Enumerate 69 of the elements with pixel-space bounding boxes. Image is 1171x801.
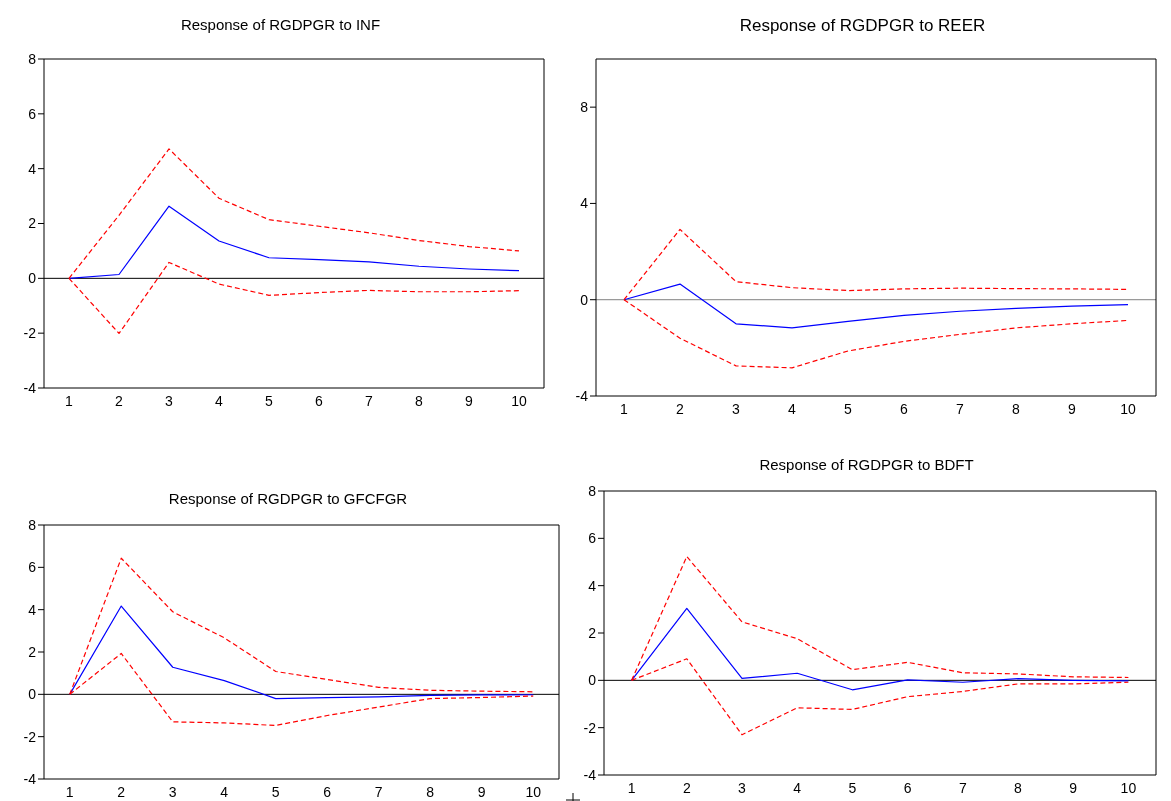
y-tick-label: 4 <box>588 577 597 594</box>
x-tick-label: 4 <box>793 779 802 796</box>
y-tick-label: 6 <box>588 530 597 547</box>
x-tick-label: 6 <box>323 783 332 800</box>
y-tick-label: -2 <box>583 719 597 736</box>
x-tick-label: 5 <box>848 779 857 796</box>
x-tick-label: 4 <box>788 400 797 417</box>
y-tick-label: 8 <box>28 516 37 533</box>
y-tick-label: 0 <box>588 672 597 689</box>
x-tick-label: 2 <box>676 400 685 417</box>
x-tick-label: 7 <box>958 779 967 796</box>
chart-title: Response of RGDPGR to REER <box>738 16 987 36</box>
x-tick-label: 7 <box>374 783 383 800</box>
x-tick-label: 3 <box>732 400 741 417</box>
y-tick-label: -4 <box>575 387 589 404</box>
x-tick-label: 2 <box>682 779 691 796</box>
x-tick-label: 5 <box>265 392 274 409</box>
x-tick-label: 10 <box>1120 779 1137 796</box>
y-tick-label: 4 <box>580 195 589 212</box>
x-tick-label: 8 <box>1012 400 1021 417</box>
x-tick-label: 9 <box>477 783 486 800</box>
x-tick-label: 1 <box>627 779 636 796</box>
y-tick-label: 8 <box>588 482 597 499</box>
x-tick-label: 10 <box>1120 400 1136 417</box>
y-tick-label: -2 <box>23 325 37 342</box>
x-tick-label: 7 <box>365 392 374 409</box>
x-tick-label: 6 <box>900 400 909 417</box>
y-tick-label: -4 <box>23 770 37 787</box>
y-tick-label: 0 <box>580 291 589 308</box>
x-tick-label: 8 <box>426 783 435 800</box>
x-tick-label: 9 <box>1068 400 1077 417</box>
x-tick-label: 3 <box>738 779 747 796</box>
y-tick-label: 6 <box>28 105 37 122</box>
x-tick-label: 2 <box>115 392 124 409</box>
x-tick-label: 8 <box>415 392 424 409</box>
x-tick-label: 3 <box>165 392 174 409</box>
y-tick-label: 2 <box>28 215 37 232</box>
x-tick-label: 1 <box>65 392 74 409</box>
y-tick-label: -2 <box>23 728 37 745</box>
x-tick-label: 8 <box>1014 779 1023 796</box>
x-tick-label: 1 <box>620 400 629 417</box>
x-tick-label: 2 <box>117 783 126 800</box>
x-tick-label: 1 <box>65 783 74 800</box>
x-tick-label: 3 <box>168 783 177 800</box>
x-tick-label: 4 <box>215 392 224 409</box>
y-tick-label: 2 <box>28 643 37 660</box>
y-tick-label: 4 <box>28 160 37 177</box>
y-tick-label: 0 <box>28 270 37 287</box>
chart-title: Response of RGDPGR to INF <box>179 16 382 33</box>
y-tick-label: -4 <box>23 379 37 396</box>
x-tick-label: 6 <box>315 392 324 409</box>
y-tick-label: 8 <box>28 50 37 67</box>
x-tick-label: 10 <box>525 783 542 800</box>
y-tick-label: 6 <box>28 559 37 576</box>
y-tick-label: 4 <box>28 601 37 618</box>
x-tick-label: 9 <box>1069 779 1078 796</box>
x-tick-label: 5 <box>844 400 853 417</box>
x-tick-label: 7 <box>956 400 965 417</box>
x-tick-label: 10 <box>511 392 527 409</box>
x-tick-label: 4 <box>220 783 229 800</box>
chart-title: Response of RGDPGR to BDFT <box>758 456 975 473</box>
x-tick-label: 5 <box>271 783 280 800</box>
y-tick-label: 8 <box>580 99 589 116</box>
y-tick-label: -4 <box>583 766 597 783</box>
y-tick-label: 0 <box>28 686 37 703</box>
y-tick-label: 2 <box>588 624 597 641</box>
chart-title: Response of RGDPGR to GFCFGR <box>167 490 409 507</box>
x-tick-label: 9 <box>465 392 474 409</box>
x-tick-label: 6 <box>903 779 912 796</box>
